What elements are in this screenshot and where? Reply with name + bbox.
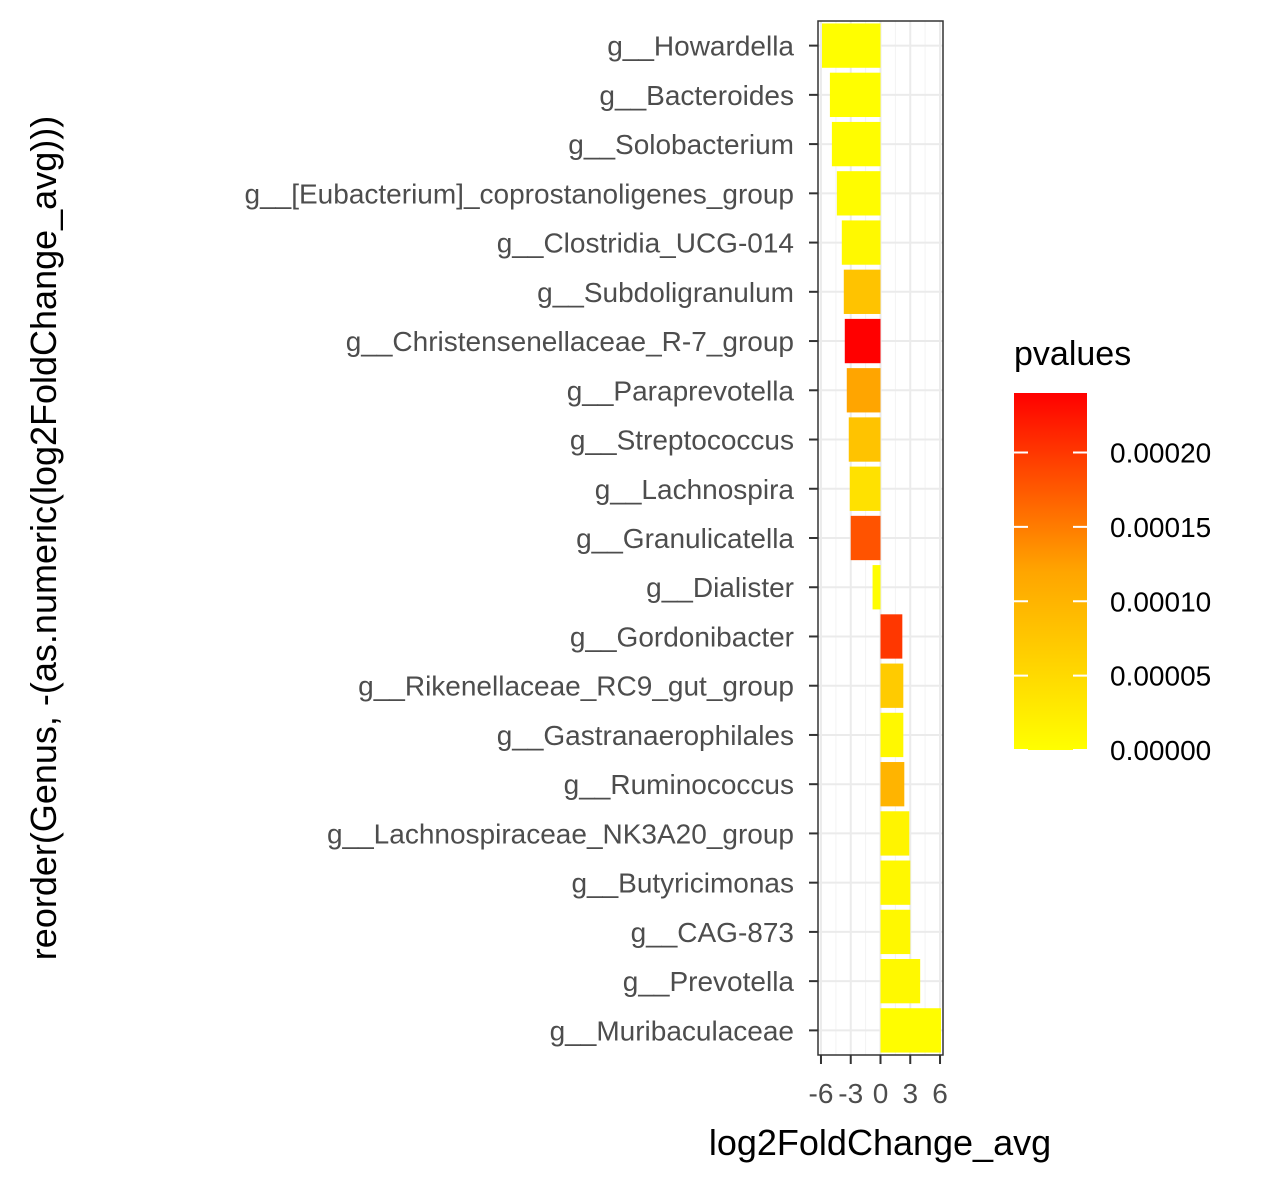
bar-g__Rikenellaceae_RC9_gut_group <box>880 663 904 708</box>
x-tick-label: 0 <box>873 1078 889 1109</box>
x-tick-label: 3 <box>902 1078 918 1109</box>
bar-g__Paraprevotella <box>846 368 881 413</box>
bar-g__Clostridia_UCG-014 <box>841 220 881 265</box>
y-tick-label: g__Butyricimonas <box>571 868 794 899</box>
bar-g__Howardella <box>821 23 881 68</box>
y-tick-label: g__Clostridia_UCG-014 <box>497 228 794 259</box>
y-tick-label: g__Solobacterium <box>568 129 794 160</box>
y-tick-label: g__Dialister <box>646 572 794 603</box>
bar-g__Granulicatella <box>850 515 881 561</box>
bar-g__Bacteroides <box>829 72 881 118</box>
bar-g__Lachnospiraceae_NK3A20_group <box>880 811 910 856</box>
legend-colorbar <box>1014 393 1087 750</box>
y-tick-label: g__Gastranaerophilales <box>497 720 794 751</box>
bar-g__Dialister <box>872 565 881 610</box>
bar-g__Christensenellaceae_R-7_group <box>844 318 881 364</box>
bar-g__Streptococcus <box>848 417 881 462</box>
bar-g__Prevotella <box>880 958 921 1004</box>
y-tick-label: g__Prevotella <box>623 966 795 997</box>
y-tick-label: g__Howardella <box>607 31 794 62</box>
legend-tick-label: 0.00010 <box>1110 586 1211 617</box>
y-tick-label: g__Granulicatella <box>576 523 794 554</box>
legend-tick-label: 0.00000 <box>1110 735 1211 766</box>
bar-g__Lachnospira <box>849 466 881 511</box>
y-tick-label: g__Lachnospiraceae_NK3A20_group <box>327 818 794 849</box>
y-tick-label: g__CAG-873 <box>631 917 794 948</box>
legend-tick-label: 0.00005 <box>1110 661 1211 692</box>
legend-ticks: 0.00000 0.00005 0.00010 0.00015 0.00020 <box>1014 438 1211 766</box>
bar-g__CAG-873 <box>880 909 911 955</box>
bar-g__Gordonibacter <box>880 614 903 659</box>
x-tick-label: 6 <box>932 1078 948 1109</box>
y-tick-label: g__Lachnospira <box>595 474 795 505</box>
x-axis: -6 -3 0 3 6 <box>809 1055 948 1109</box>
bar-g__Butyricimonas <box>880 860 911 905</box>
x-axis-title: log2FoldChange_avg <box>709 1122 1051 1163</box>
legend-tick-label: 0.00015 <box>1110 512 1211 543</box>
y-tick-label: g__Rikenellaceae_RC9_gut_group <box>358 671 794 702</box>
bar-g__Subdoligranulum <box>843 269 881 314</box>
y-tick-label: g__Subdoligranulum <box>537 277 794 308</box>
legend-title: pvalues <box>1014 335 1131 373</box>
x-tick-label: -6 <box>809 1078 834 1109</box>
bars <box>821 23 942 1053</box>
bar-g__Gastranaerophilales <box>880 712 904 758</box>
y-axis-title: reorder(Genus, -(as.numeric(log2FoldChan… <box>23 116 64 960</box>
y-tick-label: g__Bacteroides <box>599 80 794 111</box>
y-tick-label: g__Ruminococcus <box>564 769 794 800</box>
y-tick-label: g__Paraprevotella <box>567 375 795 406</box>
x-tick-label: -3 <box>838 1078 863 1109</box>
y-tick-label: g__Christensenellaceae_R-7_group <box>346 326 794 357</box>
y-tick-label: g__Gordonibacter <box>570 621 794 652</box>
bar-g__Ruminococcus <box>880 762 905 807</box>
bar-g__Solobacterium <box>831 121 881 167</box>
y-axis: g__Howardella g__Bacteroides g__Solobacter… <box>245 31 818 1046</box>
y-tick-label: g__Streptococcus <box>570 425 794 456</box>
legend-tick-label: 0.00020 <box>1110 438 1211 469</box>
bar-g__Muribaculaceae <box>880 1008 942 1053</box>
bar-g__[Eubacterium]_coprostanoligenes_group <box>836 171 881 216</box>
y-tick-label: g__Muribaculaceae <box>550 1015 794 1046</box>
legend: pvalues 0.000000.000050.000100.000150.00… <box>1014 335 1211 766</box>
y-tick-label: g__[Eubacterium]_coprostanoligenes_group <box>245 178 795 209</box>
